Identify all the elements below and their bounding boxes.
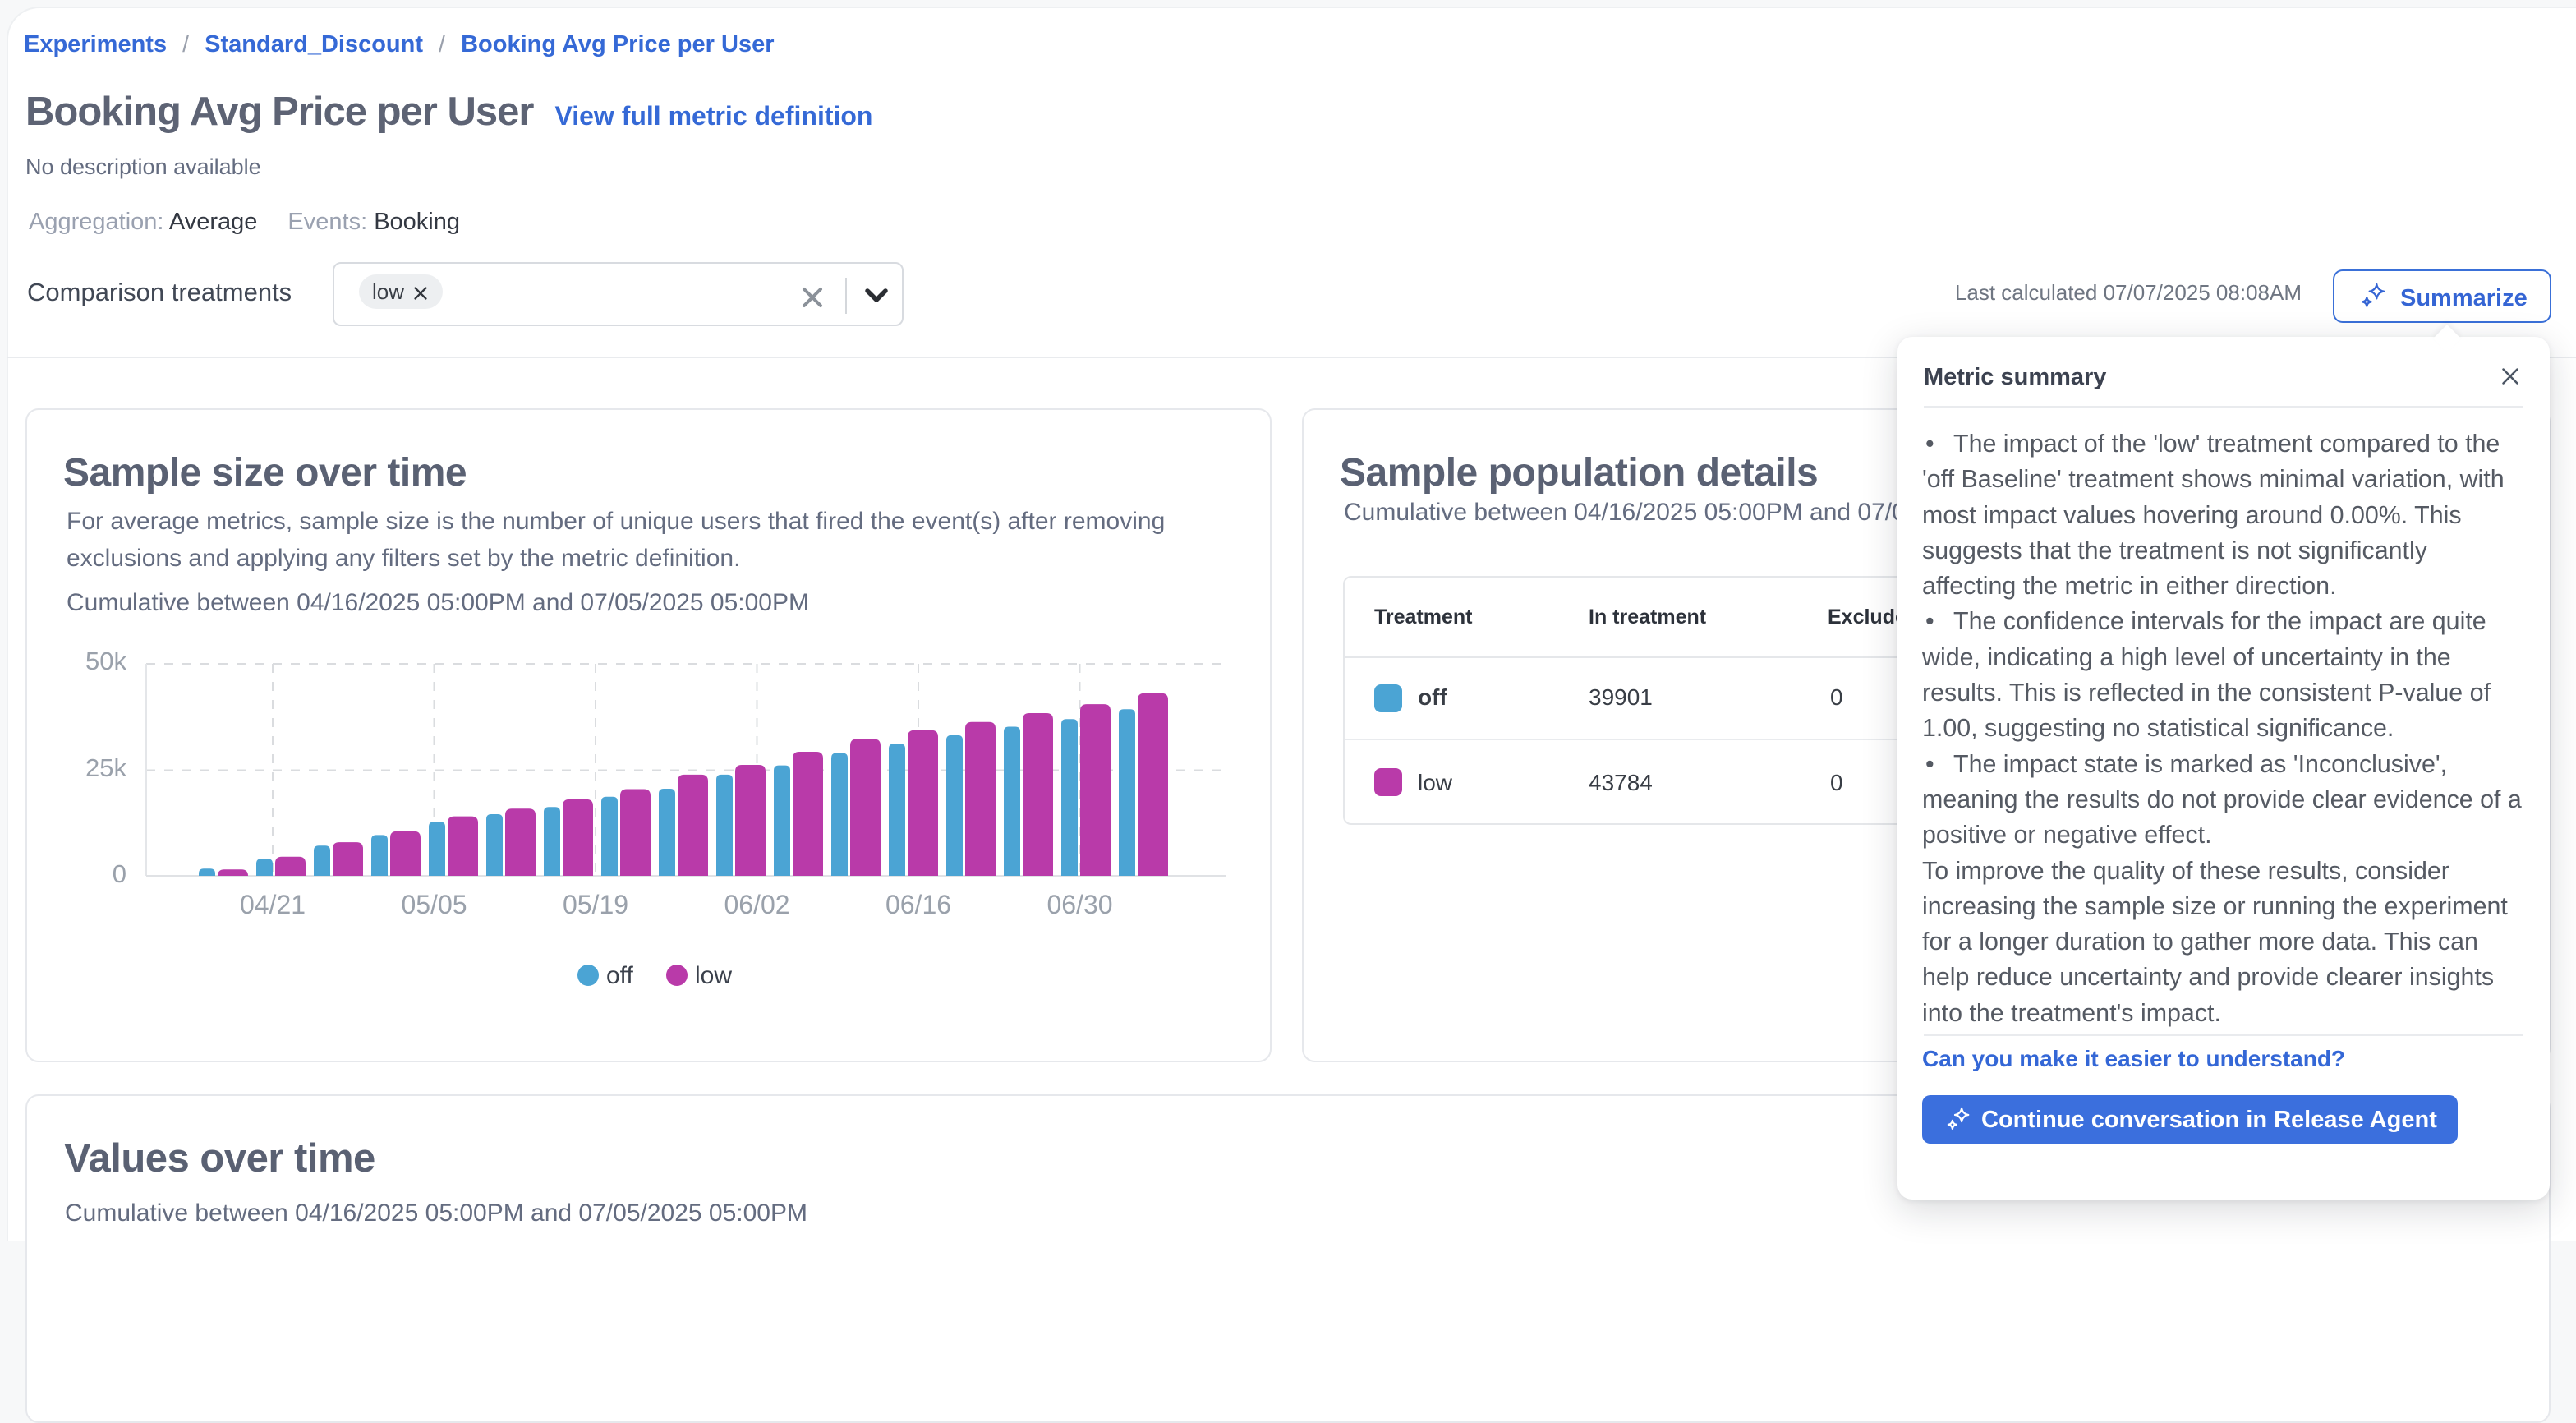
svg-text:06/16: 06/16: [886, 890, 951, 919]
svg-text:low: low: [695, 962, 732, 989]
svg-text:04/21: 04/21: [240, 890, 306, 919]
svg-text:05/05: 05/05: [401, 890, 467, 919]
svg-text:25k: 25k: [85, 753, 126, 782]
svg-text:06/02: 06/02: [724, 890, 789, 919]
svg-text:50k: 50k: [85, 647, 126, 675]
svg-text:0: 0: [113, 859, 126, 888]
svg-text:off: off: [606, 962, 633, 989]
svg-text:06/30: 06/30: [1046, 890, 1112, 919]
svg-text:05/19: 05/19: [563, 890, 628, 919]
